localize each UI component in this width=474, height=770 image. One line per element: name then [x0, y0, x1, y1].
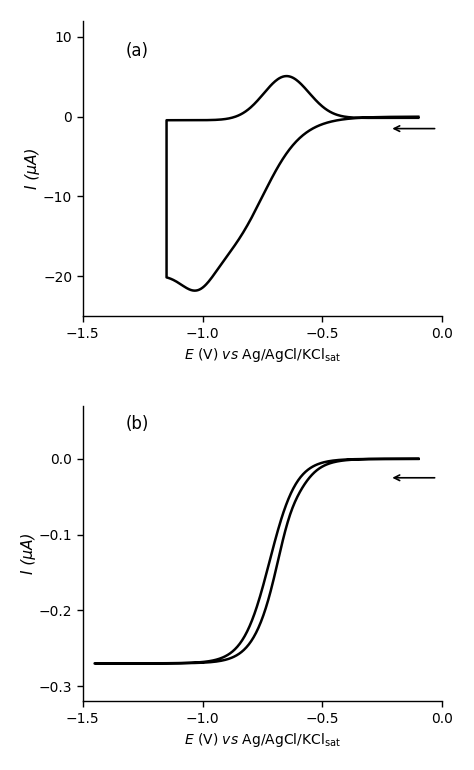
Y-axis label: I (μA): I (μA) — [21, 533, 36, 574]
Y-axis label: I (μA): I (μA) — [25, 148, 40, 189]
Text: (b): (b) — [126, 415, 149, 433]
Text: (a): (a) — [126, 42, 149, 59]
X-axis label: $E$ (V) $vs$ Ag/AgCl/KCl$_\mathrm{sat}$: $E$ (V) $vs$ Ag/AgCl/KCl$_\mathrm{sat}$ — [184, 732, 341, 749]
X-axis label: $E$ (V) $vs$ Ag/AgCl/KCl$_\mathrm{sat}$: $E$ (V) $vs$ Ag/AgCl/KCl$_\mathrm{sat}$ — [184, 346, 341, 364]
